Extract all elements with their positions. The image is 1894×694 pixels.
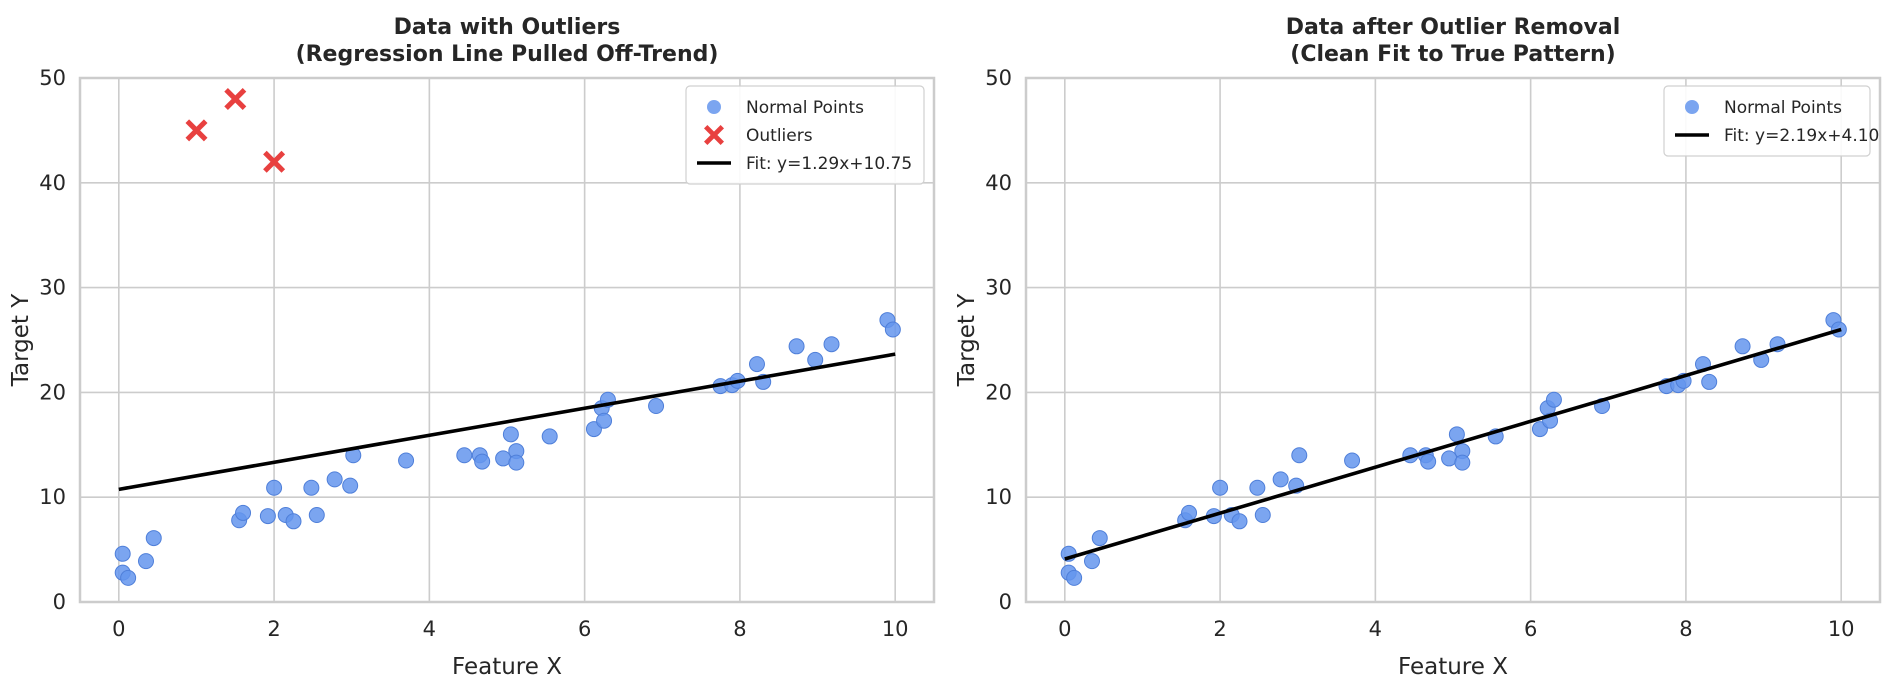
data-point — [495, 450, 512, 467]
legend-box — [1663, 85, 1871, 157]
legend-circle-swatch — [707, 100, 721, 114]
x-tick-label: 0 — [1058, 617, 1071, 641]
x-tick-label: 6 — [578, 617, 591, 641]
y-tick-label: 10 — [39, 485, 66, 509]
data-point — [259, 508, 276, 525]
x-tick-label: 6 — [1524, 617, 1537, 641]
data-point — [285, 513, 302, 530]
data-point — [508, 454, 525, 471]
data-point — [1066, 569, 1083, 586]
x-axis-label: Feature X — [1398, 654, 1508, 680]
data-point — [1249, 479, 1266, 496]
outlier-point — [185, 119, 208, 142]
x-tick-label: 10 — [882, 617, 909, 641]
data-point — [541, 428, 558, 445]
data-point — [303, 479, 320, 496]
y-tick-label: 20 — [985, 380, 1012, 404]
y-tick-label: 20 — [39, 380, 66, 404]
plot-frame — [1024, 76, 1882, 604]
x-tick-label: 0 — [112, 617, 125, 641]
data-point — [1083, 553, 1100, 570]
data-point — [748, 356, 765, 373]
data-point — [596, 412, 613, 429]
outlier-point — [263, 150, 286, 173]
y-tick-label: 0 — [999, 590, 1012, 614]
data-point — [1291, 447, 1308, 464]
legend-label: Outliers — [746, 126, 813, 146]
x-tick-label: 2 — [267, 617, 280, 641]
data-point — [1734, 338, 1751, 355]
data-point — [1448, 426, 1465, 443]
fit-line — [1064, 327, 1842, 561]
legend-label: Normal Points — [1724, 98, 1842, 118]
data-point — [235, 504, 252, 521]
legend-label: Fit: y=2.19x+4.10 — [1724, 126, 1879, 146]
data-point — [1545, 391, 1562, 408]
data-point — [342, 477, 359, 494]
x-tick-label: 2 — [1213, 617, 1226, 641]
data-point — [1701, 373, 1718, 390]
data-point — [1231, 513, 1248, 530]
data-point — [398, 452, 415, 469]
data-point — [1091, 530, 1108, 547]
legend-circle-swatch — [1685, 100, 1699, 114]
legend-label: Normal Points — [746, 98, 864, 118]
data-point — [120, 569, 137, 586]
chart-panel-2: 0 2 4 6 8 10 0 10 20 30 40 50 Feature X Target Y Data … — [954, 15, 1882, 680]
data-point — [1181, 504, 1198, 521]
y-tick-label: 40 — [985, 171, 1012, 195]
data-point — [1420, 453, 1437, 470]
chart-title: Data with Outliers (Regression Line Pulle… — [296, 15, 719, 67]
chart-panel-1: 0 2 4 6 8 10 0 10 20 30 40 50 Feature X Target Y Data … — [8, 15, 936, 680]
data-point — [884, 321, 901, 338]
y-axis-label: Target Y — [8, 293, 34, 387]
y-tick-label: 50 — [985, 66, 1012, 90]
data-point — [648, 398, 665, 415]
y-tick-label: 40 — [39, 171, 66, 195]
chart-title: Data after Outlier Removal (Clean Fit to … — [1286, 15, 1621, 67]
legend-box — [685, 85, 925, 185]
y-tick-label: 30 — [39, 276, 66, 300]
plot-frame — [78, 76, 936, 604]
data-point — [502, 426, 519, 443]
x-tick-label: 4 — [1369, 617, 1382, 641]
y-tick-label: 30 — [985, 276, 1012, 300]
x-tick-label: 10 — [1828, 617, 1855, 641]
x-axis-label: Feature X — [452, 654, 562, 680]
data-point — [807, 351, 824, 368]
data-point — [1344, 452, 1361, 469]
legend: Normal Points Fit: y=2.19x+4.10 — [1663, 85, 1879, 157]
data-point — [145, 530, 162, 547]
data-point — [1254, 507, 1271, 524]
data-point — [114, 545, 131, 562]
data-point — [326, 471, 343, 488]
y-tick-label: 0 — [53, 590, 66, 614]
outlier-point — [224, 88, 247, 110]
data-point — [1272, 471, 1289, 488]
y-axis-label: Target Y — [954, 293, 980, 387]
data-point — [266, 479, 283, 496]
data-point — [788, 338, 805, 355]
legend-x-swatch — [704, 125, 724, 145]
legend-label: Fit: y=1.29x+10.75 — [746, 154, 912, 174]
data-point — [308, 507, 325, 524]
data-point — [137, 553, 154, 570]
x-tick-label: 4 — [423, 617, 436, 641]
x-tick-label: 8 — [1679, 617, 1692, 641]
data-point — [1212, 479, 1229, 496]
data-point — [456, 447, 473, 464]
data-point — [1441, 450, 1458, 467]
fit-line — [118, 352, 896, 492]
data-point — [823, 336, 840, 353]
data-point — [1454, 454, 1471, 471]
y-tick-label: 50 — [39, 66, 66, 90]
x-tick-label: 8 — [733, 617, 746, 641]
y-tick-label: 10 — [985, 485, 1012, 509]
data-point — [474, 453, 491, 470]
legend: Normal Points Outliers Fit: y=1.29x+10.75 — [685, 85, 925, 185]
